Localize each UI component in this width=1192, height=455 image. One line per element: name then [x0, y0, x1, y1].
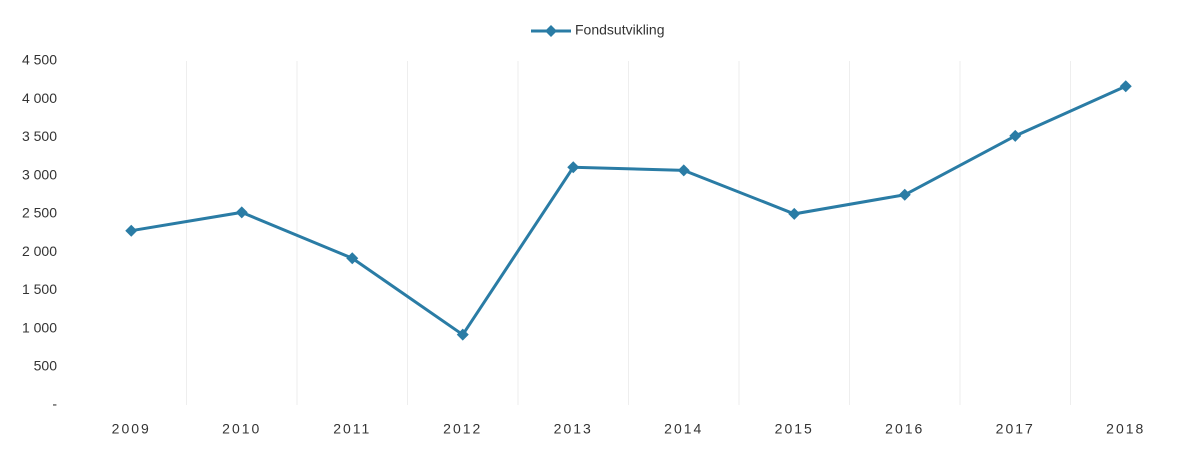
y-tick-label: 4 000: [22, 90, 57, 106]
marker: [1009, 129, 1022, 142]
x-tick-label: 2012: [443, 421, 482, 437]
y-tick-label: 3 000: [22, 166, 57, 182]
marker: [456, 328, 469, 341]
y-tick-label: 500: [34, 357, 58, 373]
marker: [125, 224, 138, 237]
legend-label: Fondsutvikling: [575, 22, 665, 38]
marker: [235, 206, 248, 219]
x-tick-label: 2014: [664, 421, 703, 437]
x-tick-label: 2016: [885, 421, 924, 437]
x-tick-label: 2009: [112, 421, 151, 437]
y-tick-label: 2 000: [22, 243, 57, 259]
marker: [677, 164, 690, 177]
marker: [898, 188, 911, 201]
line: [131, 84, 1127, 337]
x-tick-label: 2017: [996, 421, 1035, 437]
x-tick-label: 2010: [222, 421, 261, 437]
y-tick-label: 2 500: [22, 205, 57, 221]
marker: [788, 207, 801, 220]
y-tick-label: -: [52, 396, 57, 412]
x-tick-label: 2015: [775, 421, 814, 437]
y-tick-label: 1 500: [22, 281, 57, 297]
x-tick-label: 2013: [554, 421, 593, 437]
marker: [346, 252, 359, 265]
x-tick-label: 2018: [1106, 421, 1145, 437]
y-tick-label: 1 000: [22, 319, 57, 335]
y-tick-label: 3 500: [22, 128, 57, 144]
marker: [1119, 80, 1132, 93]
x-tick-label: 2011: [333, 421, 371, 437]
marker: [567, 161, 580, 174]
legend-marker: [545, 25, 557, 37]
y-tick-label: 4 500: [22, 52, 57, 68]
